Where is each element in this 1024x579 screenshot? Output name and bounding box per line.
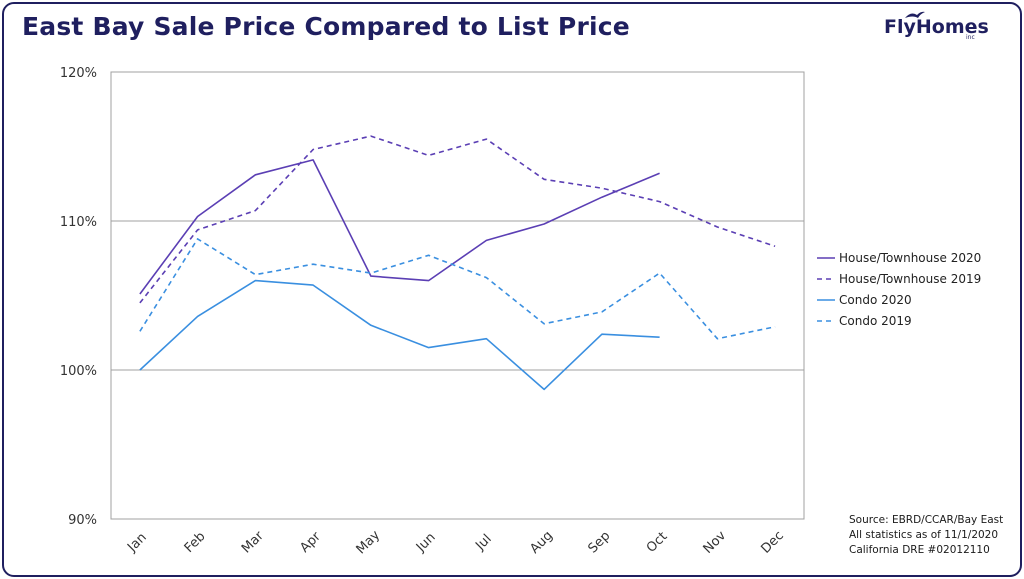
y-tick-label: 90% xyxy=(68,513,97,528)
x-tick-label: Jul xyxy=(472,532,494,554)
source-line: California DRE #02012110 xyxy=(849,544,990,556)
x-tick-label: Jun xyxy=(413,530,439,556)
x-tick-label: Dec xyxy=(758,528,786,556)
legend-label: Condo 2019 xyxy=(839,314,912,328)
x-tick-label: Mar xyxy=(239,528,267,556)
series-line xyxy=(139,135,776,304)
series-line xyxy=(139,159,660,295)
brand-logo: FlyHomes xyxy=(884,16,989,38)
brand-logo-suffix: inc xyxy=(966,34,975,41)
x-tick-label: Apr xyxy=(297,529,324,556)
x-tick-label: May xyxy=(354,528,384,558)
source-line: Source: EBRD/CCAR/Bay East xyxy=(849,514,1004,526)
x-tick-label: Aug xyxy=(527,528,556,557)
y-tick-label: 110% xyxy=(60,215,97,230)
legend-label: House/Townhouse 2020 xyxy=(839,251,981,265)
legend-label: House/Townhouse 2019 xyxy=(839,272,981,286)
x-tick-label: Oct xyxy=(644,529,671,556)
x-tick-label: Sep xyxy=(585,529,613,557)
x-tick-label: Nov xyxy=(701,528,730,557)
source-line: All statistics as of 11/1/2020 xyxy=(849,529,999,541)
y-tick-label: 120% xyxy=(60,66,97,81)
x-tick-label: Feb xyxy=(182,529,209,556)
y-tick-label: 100% xyxy=(60,364,97,379)
source-note: Source: EBRD/CCAR/Bay East All statistic… xyxy=(849,513,1003,558)
series-line xyxy=(139,279,660,391)
plot-area xyxy=(110,71,805,520)
logo-bird-icon xyxy=(905,11,925,18)
series-line xyxy=(139,238,776,340)
chart-title: East Bay Sale Price Compared to List Pri… xyxy=(22,12,630,41)
legend-label: Condo 2020 xyxy=(839,293,912,307)
x-tick-label: Jan xyxy=(124,530,149,555)
